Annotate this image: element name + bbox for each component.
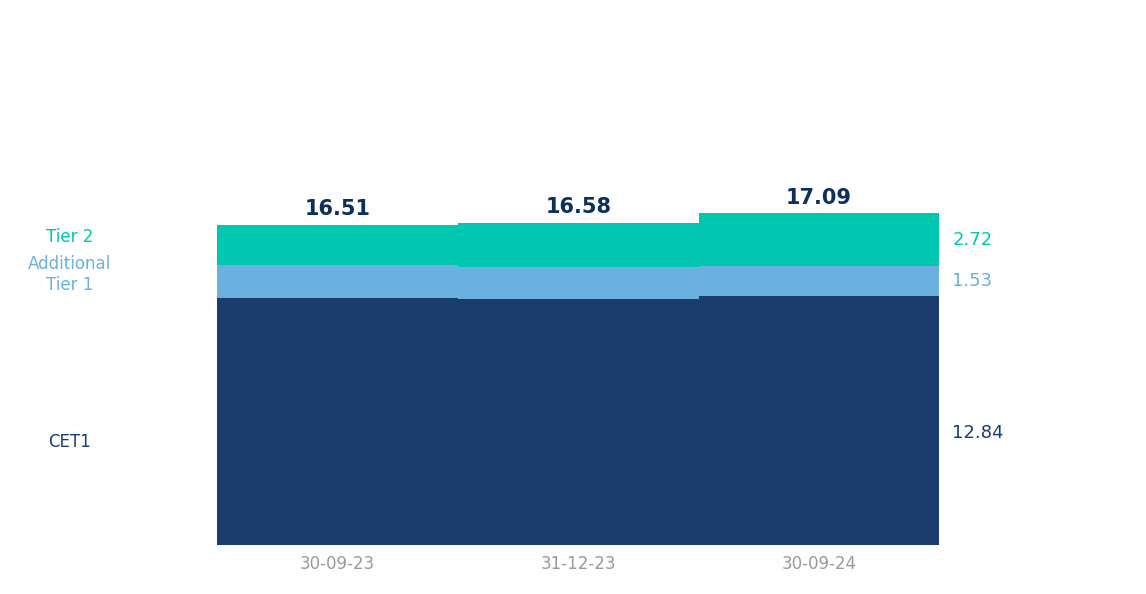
Bar	[699, 296, 940, 545]
Text: 16.58: 16.58	[545, 197, 611, 217]
Text: 12.67: 12.67	[712, 426, 763, 444]
Bar	[458, 267, 699, 299]
Bar	[699, 266, 940, 296]
Text: 2.05: 2.05	[471, 236, 511, 254]
Text: 16.51: 16.51	[305, 199, 370, 219]
Text: 17.09: 17.09	[786, 188, 851, 207]
Bar	[218, 298, 458, 545]
Text: 12.84: 12.84	[952, 424, 1004, 442]
Text: 12.73: 12.73	[471, 425, 523, 443]
Text: 2.72: 2.72	[952, 231, 992, 249]
Text: 1.53: 1.53	[952, 272, 992, 290]
Text: 1.72: 1.72	[471, 273, 511, 290]
Bar	[699, 213, 940, 266]
Bar	[458, 223, 699, 267]
Bar	[458, 299, 699, 545]
Bar	[218, 265, 458, 298]
Text: Tier 2: Tier 2	[46, 228, 93, 246]
Text: 2.25: 2.25	[712, 236, 752, 254]
Text: CET1: CET1	[48, 432, 91, 451]
Text: Additional
Tier 1: Additional Tier 1	[28, 255, 111, 294]
Bar	[218, 225, 458, 265]
Text: 1.66: 1.66	[712, 274, 752, 292]
